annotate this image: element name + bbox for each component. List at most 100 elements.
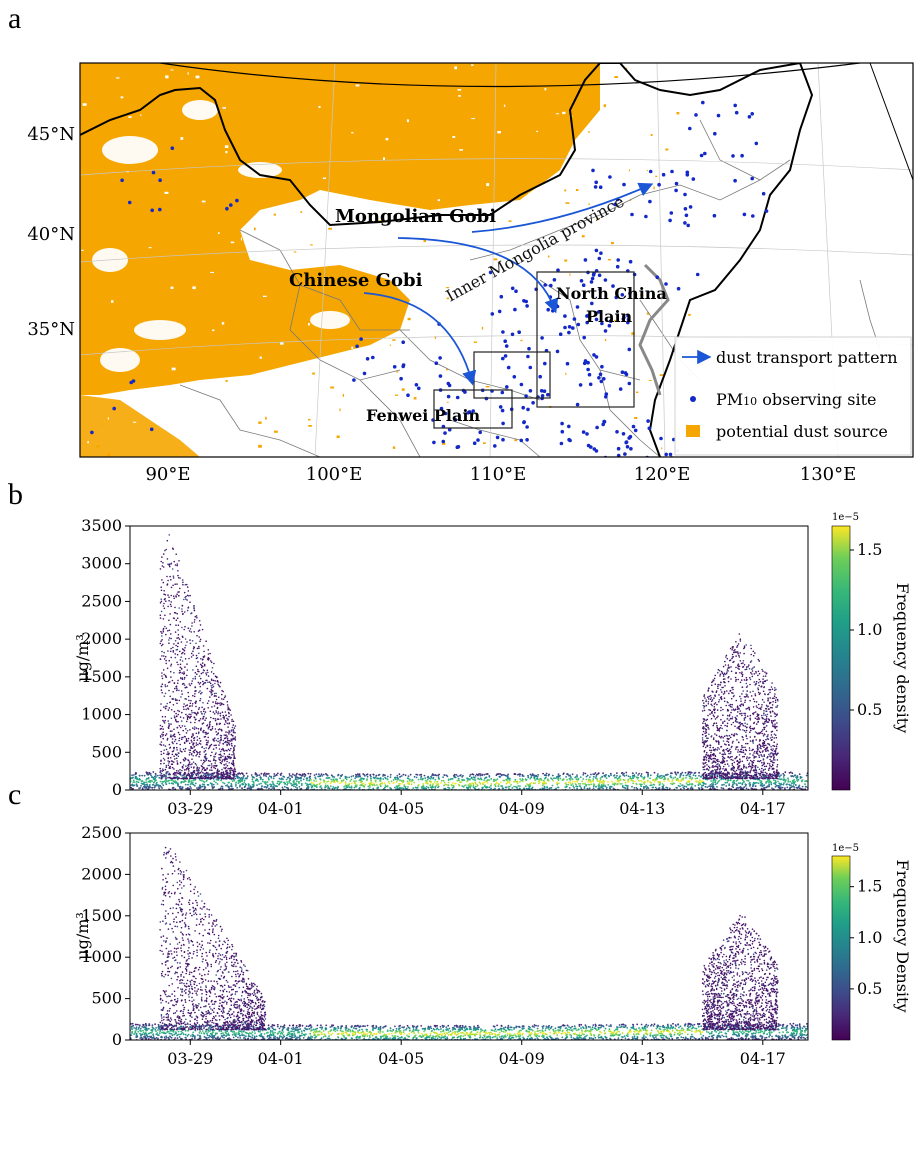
scatter-point: [169, 670, 172, 673]
scatter-point: [394, 786, 396, 789]
scatter-point: [184, 777, 186, 780]
scatter-point: [187, 763, 190, 766]
scatter-point: [219, 734, 222, 737]
scatter-point: [618, 777, 620, 779]
scatter-point: [164, 692, 167, 695]
scatter-point: [198, 691, 200, 694]
pm10-site: [626, 320, 630, 325]
scatter-point: [266, 772, 268, 775]
scatter-point: [166, 702, 168, 705]
scatter-point: [195, 654, 198, 657]
scatter-point: [197, 774, 200, 776]
scatter-point: [573, 787, 575, 789]
scatter-point: [293, 780, 295, 782]
pm10-site: [514, 289, 518, 294]
scatter-point: [168, 689, 170, 692]
scatter-point: [258, 783, 261, 785]
dust-speckle: [236, 115, 240, 117]
scatter-point: [168, 722, 170, 725]
scatter-point: [169, 777, 172, 779]
scatter-point: [197, 630, 200, 632]
scatter-point: [203, 664, 206, 667]
scatter-point: [737, 767, 739, 770]
dust-speckle: [258, 387, 262, 390]
scatter-point: [465, 786, 468, 789]
scatter-point: [227, 731, 229, 734]
scatter-point: [467, 784, 470, 786]
scatter-point: [785, 783, 788, 786]
scatter-point: [239, 784, 242, 787]
scatter-point: [174, 564, 177, 566]
scatter-point: [196, 634, 198, 637]
pm10-site: [401, 340, 406, 345]
scatter-point: [211, 774, 214, 777]
scatter-point: [547, 774, 550, 777]
scatter-point: [234, 757, 236, 759]
scatter-point: [299, 777, 302, 779]
scatter-point: [473, 787, 476, 790]
scatter-point: [324, 783, 327, 785]
pm10-site: [691, 177, 696, 181]
scatter-point: [778, 782, 781, 785]
pm10-site: [526, 407, 530, 412]
scatter-point: [133, 784, 135, 787]
scatter-point: [193, 766, 195, 768]
panel-letter-b: b: [8, 478, 23, 511]
scatter-point: [171, 763, 174, 765]
dust-speckle: [258, 444, 262, 448]
scatter-point: [199, 638, 202, 641]
dust-speckle: [590, 423, 593, 425]
scatter-point: [712, 781, 714, 784]
scatter-point: [193, 711, 195, 714]
pm10-site: [392, 365, 397, 369]
scatter-point: [242, 783, 245, 786]
scatter-point: [337, 774, 339, 777]
scatter-point: [478, 778, 481, 781]
scatter-point: [646, 780, 649, 783]
scatter-point: [661, 783, 664, 785]
scatter-point: [198, 731, 200, 733]
pm10-site: [476, 438, 480, 442]
scatter-point: [163, 651, 165, 654]
pm10-site: [604, 395, 608, 399]
scatter-point: [198, 719, 201, 722]
scatter-point: [204, 755, 206, 758]
scatter-point: [183, 684, 186, 686]
scatter-point: [519, 785, 521, 787]
scatter-point: [159, 658, 162, 660]
scatter-point: [201, 662, 204, 664]
scatter-point: [167, 720, 169, 722]
scatter-point: [321, 775, 323, 777]
scatter-point: [341, 774, 344, 776]
scatter-point: [479, 774, 482, 777]
scatter-point: [267, 777, 270, 779]
dust-speckle: [496, 110, 498, 114]
scatter-point: [173, 710, 176, 713]
scatter-point: [170, 637, 172, 640]
dust-speckle: [392, 339, 396, 341]
scatter-point: [215, 702, 217, 705]
scatter-point: [469, 773, 472, 776]
scatter-point: [226, 744, 228, 747]
dust-speckle: [451, 73, 454, 75]
scatter-point: [161, 715, 164, 718]
scatter-point: [787, 780, 790, 783]
scatter-point: [550, 787, 552, 789]
scatter-point: [246, 775, 249, 778]
scatter-point: [314, 785, 316, 788]
dust-speckle: [636, 391, 639, 393]
scatter-point: [741, 779, 744, 781]
scatter-point: [191, 783, 194, 785]
dust-speckle: [81, 249, 84, 251]
scatter-point: [169, 575, 171, 578]
scatter-point: [210, 692, 212, 694]
scatter-point: [212, 783, 215, 786]
scatter-point: [576, 787, 578, 790]
dust-speckle: [514, 439, 518, 442]
scatter-point: [350, 782, 353, 785]
map-frame: [79, 62, 914, 458]
scatter-point: [713, 722, 716, 724]
scatter-point: [755, 723, 758, 725]
dust-speckle: [115, 89, 117, 91]
scatter-point: [738, 768, 740, 771]
